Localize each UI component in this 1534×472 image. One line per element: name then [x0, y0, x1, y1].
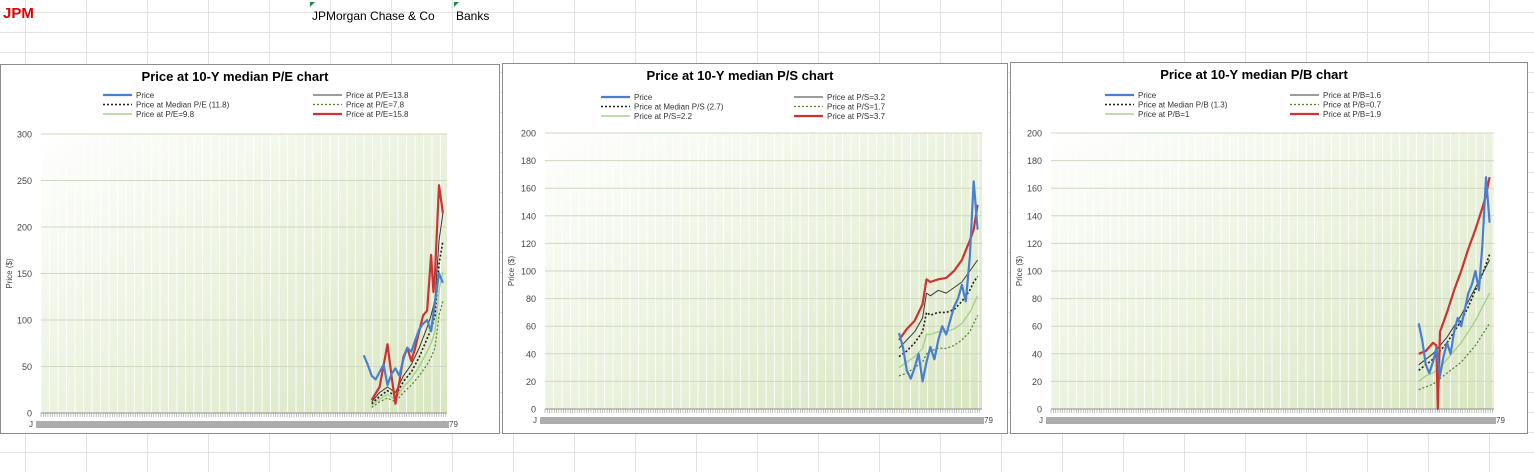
y-tick-label: 200	[17, 223, 32, 233]
legend-label: Price at P/B=1	[1138, 110, 1190, 119]
x-tick-label-start: J	[533, 416, 537, 425]
series-line-lowest	[1418, 292, 1491, 382]
series-line-highest	[1418, 176, 1491, 411]
legend-label: Price at P/S=1.7	[827, 103, 886, 112]
legend-label: Price	[1138, 91, 1157, 100]
y-tick-label: 80	[526, 294, 536, 304]
y-tick-label: 100	[521, 267, 536, 277]
x-tick-label-start: J	[1039, 416, 1043, 425]
series-line-median	[371, 240, 444, 405]
y-tick-label: 100	[17, 316, 32, 326]
legend-label: Price at P/E=9.8	[136, 110, 195, 119]
legend-label: Price at P/S=3.2	[827, 93, 886, 102]
y-axis-label: Price ($)	[507, 256, 516, 287]
x-axis-ticks	[544, 409, 981, 413]
x-tick-labels-crowded	[540, 417, 984, 424]
y-tick-label: 0	[27, 409, 32, 419]
y-tick-label: 150	[17, 269, 32, 279]
legend-label: Price	[136, 91, 155, 100]
series-line-highest	[370, 184, 444, 405]
y-tick-label: 0	[1037, 405, 1042, 415]
legend-label: Price at Median P/S (2.7)	[634, 103, 724, 112]
y-tick-label: 60	[526, 322, 536, 332]
y-tick-label: 250	[17, 176, 32, 186]
series-line-lowest	[898, 295, 979, 369]
series-line-price	[897, 180, 979, 383]
series-line-lowest	[371, 271, 444, 407]
y-axis-label: Price ($)	[5, 258, 14, 289]
y-tick-label: 0	[531, 405, 536, 415]
chart-title: Price at 10-Y median P/E chart	[142, 69, 330, 84]
chart-title: Price at 10-Y median P/B chart	[1160, 67, 1348, 82]
legend-label: Price at P/S=3.7	[827, 112, 886, 121]
x-tick-label-end: 79	[1496, 416, 1505, 425]
series-line-price	[362, 272, 444, 387]
x-tick-label-end: 79	[449, 420, 458, 429]
x-tick-label-start: J	[29, 420, 33, 429]
ps-chart[interactable]: 0 20 40 60 80 100 120 140 160 180 200 Price ($) J 79 P…	[502, 63, 1008, 434]
x-tick-labels-crowded	[36, 421, 449, 428]
company-name-cell[interactable]: JPMorgan Chase & Co	[312, 9, 435, 23]
chart-title: Price at 10-Y median P/S chart	[647, 68, 835, 83]
legend-label: Price	[634, 93, 653, 102]
y-tick-label: 180	[521, 156, 536, 166]
series-line-price	[1417, 176, 1491, 377]
y-tick-label: 140	[1027, 211, 1042, 221]
legend-label: Price at P/E=13.8	[346, 91, 409, 100]
legend-label: Price at P/E=15.8	[346, 110, 409, 119]
y-tick-label: 100	[1027, 267, 1042, 277]
legend-label: Price at P/E=7.8	[346, 101, 405, 110]
y-tick-label: 20	[1032, 377, 1042, 387]
legend-label: Price at P/S=2.2	[634, 112, 693, 121]
pb-chart[interactable]: 0 20 40 60 80 100 120 140 160 180 200 Price ($) J 79 P…	[1010, 62, 1528, 434]
y-tick-label: 120	[1027, 239, 1042, 249]
x-axis-ticks	[1050, 409, 1493, 413]
cell-comment-marker	[310, 2, 315, 7]
y-tick-label: 300	[17, 130, 32, 140]
y-tick-label: 40	[1032, 349, 1042, 359]
legend-label: Price at P/B=1.6	[1323, 91, 1382, 100]
ps-chart-svg: 0 20 40 60 80 100 120 140 160 180 200 Price ($) J 79 P…	[507, 68, 993, 425]
legend-label: Price at P/B=0.7	[1323, 101, 1382, 110]
y-tick-label: 80	[1032, 294, 1042, 304]
pe-chart[interactable]: 0 50 100 150 200 250 300 Price ($) J 79 Price at 1…	[0, 64, 500, 434]
y-tick-label: 160	[521, 184, 536, 194]
ticker-cell[interactable]: JPM	[3, 5, 34, 22]
y-tick-label: 40	[526, 349, 536, 359]
x-tick-label-end: 79	[984, 416, 993, 425]
y-tick-label: 20	[526, 377, 536, 387]
x-tick-labels-crowded	[1046, 417, 1496, 424]
y-tick-label: 160	[1027, 184, 1042, 194]
sector-cell[interactable]: Banks	[456, 9, 490, 23]
y-tick-label: 180	[1027, 156, 1042, 166]
legend-label: Price at Median P/B (1.3)	[1138, 101, 1228, 110]
legend-label: Price at Median P/E (11.8)	[136, 101, 230, 110]
series-line-high	[898, 259, 979, 349]
pb-chart-svg: 0 20 40 60 80 100 120 140 160 180 200 Price ($) J 79 P…	[1015, 67, 1505, 425]
y-axis-label: Price ($)	[1015, 256, 1024, 287]
y-tick-label: 200	[1027, 129, 1042, 139]
series-line-low	[371, 301, 444, 408]
y-tick-label: 200	[521, 129, 536, 139]
y-tick-label: 120	[521, 239, 536, 249]
y-tick-label: 60	[1032, 322, 1042, 332]
series-line-low	[1418, 323, 1491, 391]
x-axis-ticks	[40, 413, 447, 417]
series-line-median	[898, 276, 979, 358]
y-tick-label: 50	[22, 362, 32, 372]
cell-comment-marker	[454, 2, 459, 7]
y-tick-label: 140	[521, 211, 536, 221]
pe-chart-svg: 0 50 100 150 200 250 300 Price ($) J 79 Price at 1…	[5, 69, 458, 429]
legend-label: Price at P/B=1.9	[1323, 110, 1382, 119]
